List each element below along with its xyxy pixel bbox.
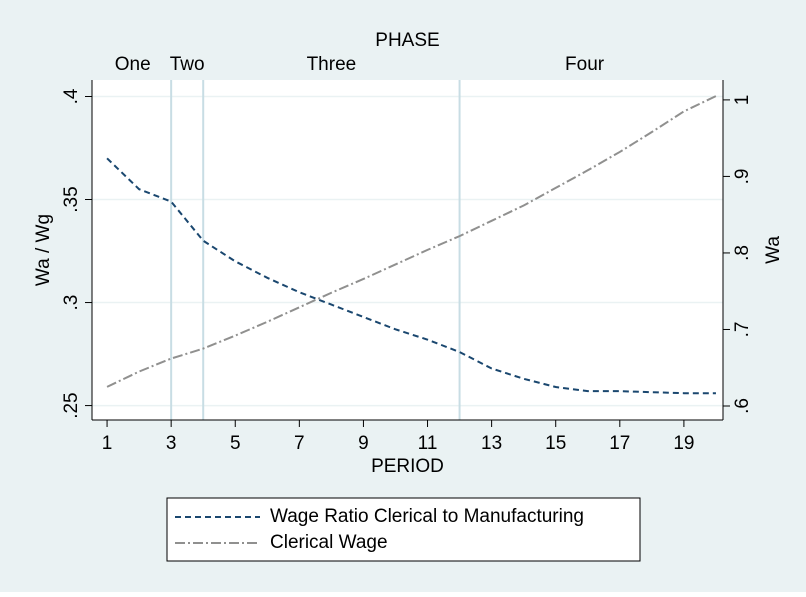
y2-tick-label: .9	[732, 168, 753, 184]
x-tick-label: 5	[230, 433, 241, 454]
x-tick-label: 13	[481, 433, 502, 454]
plot-area	[92, 80, 723, 420]
y-tick-label: .4	[61, 88, 82, 104]
y2-tick-label: 1	[732, 95, 753, 106]
legend-label: Clerical Wage	[270, 532, 388, 553]
y-axis-title: Wa / Wg	[33, 214, 54, 286]
x-tick-label: 7	[294, 433, 305, 454]
top-axis-title: PHASE	[375, 30, 439, 51]
x-tick-label: 3	[166, 433, 177, 454]
series-line	[106, 157, 716, 395]
x-tick-label: 11	[418, 433, 438, 454]
y2-tick-label: .6	[732, 398, 753, 414]
top-tick-label: Two	[170, 54, 205, 75]
legend	[166, 497, 641, 562]
legend-label: Wage Ratio Clerical to Manufacturing	[270, 506, 584, 527]
y-tick-label: .25	[61, 392, 82, 418]
x-tick-label: 15	[545, 433, 566, 454]
y-tick-label: .35	[61, 186, 82, 212]
y2-tick-label: .8	[732, 245, 753, 261]
series-line	[106, 95, 717, 388]
top-tick-label: One	[115, 54, 151, 75]
x-tick-label: 19	[673, 433, 694, 454]
x-tick-label: 17	[609, 433, 630, 454]
x-tick-label: 9	[358, 433, 369, 454]
x-tick-label: 1	[102, 433, 113, 454]
y2-tick-label: .7	[732, 322, 753, 338]
x-axis-title: PERIOD	[371, 456, 444, 477]
top-tick-label: Three	[307, 54, 357, 75]
y2-axis-title: Wa	[763, 236, 784, 264]
y-tick-label: .3	[61, 295, 82, 311]
top-tick-label: Four	[565, 54, 605, 75]
